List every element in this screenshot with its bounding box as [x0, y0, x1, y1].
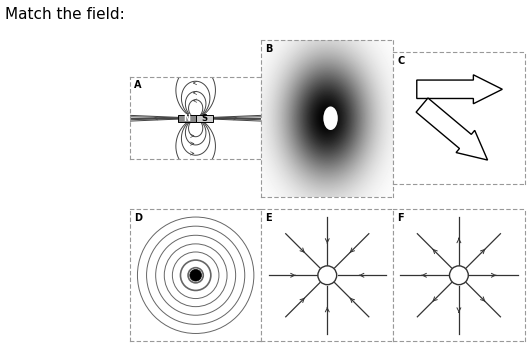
Text: B: B	[266, 44, 273, 55]
Text: S: S	[201, 114, 207, 123]
Text: Match the field:: Match the field:	[5, 7, 125, 22]
Polygon shape	[416, 98, 488, 160]
Text: A: A	[134, 79, 142, 90]
Polygon shape	[417, 75, 502, 104]
Text: D: D	[134, 213, 142, 223]
Ellipse shape	[323, 106, 338, 130]
Circle shape	[318, 266, 337, 285]
Circle shape	[449, 266, 469, 285]
Bar	[178, 114, 196, 122]
Circle shape	[190, 269, 201, 281]
Text: N: N	[183, 114, 190, 123]
Bar	[196, 114, 213, 122]
Text: C: C	[397, 56, 404, 66]
Text: F: F	[397, 213, 404, 223]
Text: E: E	[266, 213, 272, 223]
